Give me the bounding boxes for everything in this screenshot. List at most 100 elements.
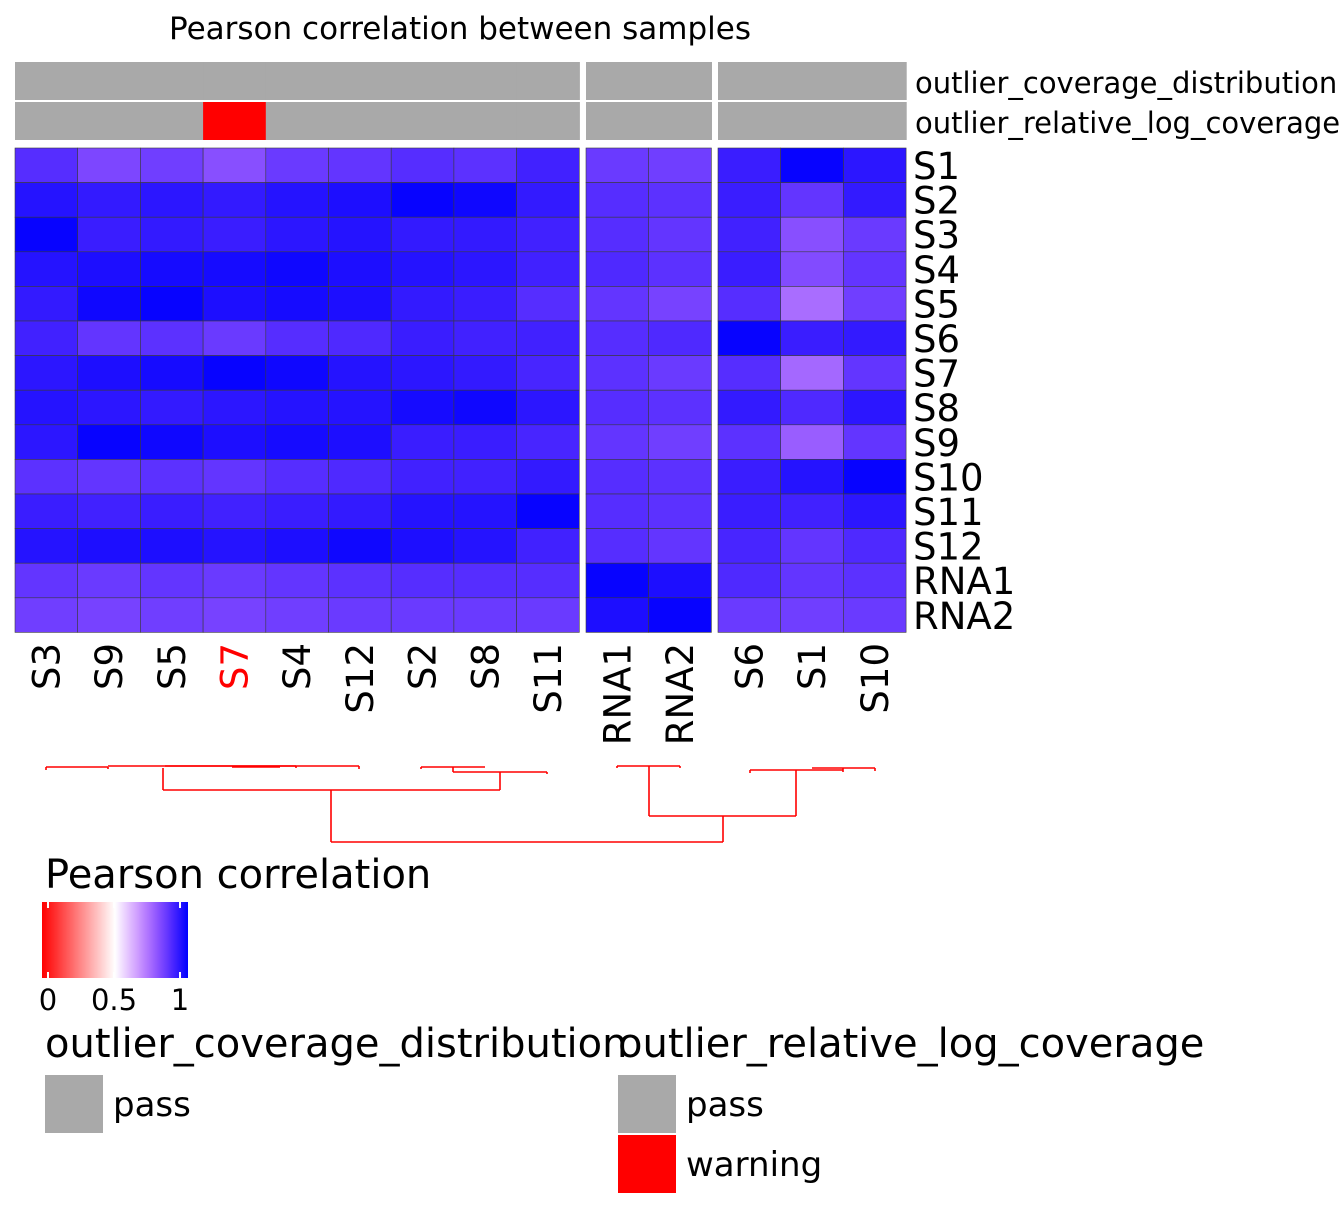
heatmap-cell-s12-s10 xyxy=(843,528,907,564)
heatmap-cell-s9-s4 xyxy=(265,424,329,460)
column-label-s10: S10 xyxy=(854,643,897,714)
heatmap-cell-s12-s4 xyxy=(265,528,329,564)
colorbar-tick-label: 1 xyxy=(171,983,189,1017)
heatmap-cell-s10-s6 xyxy=(717,459,782,495)
heatmap-cell-s11-s7 xyxy=(202,493,267,529)
annotation-cell-outlier-coverage-distribution-s11 xyxy=(516,62,580,100)
annotation-cell-outlier-coverage-distribution-s8 xyxy=(453,62,518,100)
heatmap-cell-s2-rna2 xyxy=(648,182,712,218)
annotation-labels: outlier_coverage_distribution outlier_rel… xyxy=(915,66,1340,140)
annotation-bars xyxy=(15,62,907,140)
heatmap-cell-s7-s2 xyxy=(390,355,455,391)
legend-label-warning: warning xyxy=(686,1145,822,1185)
legend-swatch-pass xyxy=(45,1075,103,1133)
heatmap-cell-s1-rna1 xyxy=(585,147,650,183)
heatmap-cell-s4-s1 xyxy=(780,251,844,287)
heatmap-cell-s8-rna1 xyxy=(585,389,650,426)
heatmap-cell-s8-s1 xyxy=(780,389,844,426)
annotation-label-outlier-coverage-distribution: outlier_coverage_distribution xyxy=(915,66,1337,100)
annotation-cell-outlier-coverage-distribution-s9 xyxy=(77,62,141,100)
heatmap-cell-s2-s7 xyxy=(202,182,267,218)
heatmap-cell-rna2-rna1 xyxy=(585,597,650,633)
colorbar-legend: Pearson correlation 0 0.5 1 xyxy=(39,852,432,1017)
annotation-cell-outlier-relative-log-coverage-s4 xyxy=(265,102,330,140)
heatmap-cell-s8-s12 xyxy=(328,389,392,426)
heatmap-cell-s6-s11 xyxy=(516,320,580,356)
heatmap-cell-s4-s7 xyxy=(202,251,267,287)
heatmap-cell-rna1-s8 xyxy=(453,562,517,599)
heatmap-cell-s3-s9 xyxy=(77,216,141,253)
annotation-cell-outlier-relative-log-coverage-s1 xyxy=(780,102,844,140)
heatmap-cell-s12-rna1 xyxy=(585,528,650,564)
column-label-s9: S9 xyxy=(88,643,131,690)
heatmap-cell-s12-s2 xyxy=(390,528,455,564)
heatmap-cell-s7-s6 xyxy=(717,355,782,391)
heatmap-cell-s8-s2 xyxy=(390,389,455,426)
heatmap-cell-s5-s9 xyxy=(77,286,141,322)
annotation-cell-outlier-coverage-distribution-s3 xyxy=(15,62,79,100)
heatmap-cell-rna2-s8 xyxy=(453,597,517,633)
annotation-cell-outlier-coverage-distribution-s1 xyxy=(780,62,844,100)
heatmap-cell-s3-s1 xyxy=(780,216,844,253)
heatmap-cell-s8-s4 xyxy=(265,389,329,426)
heatmap-cell-s2-s9 xyxy=(77,182,141,218)
heatmap-cell-s9-s11 xyxy=(516,424,580,460)
chart-title: Pearson correlation between samples xyxy=(169,11,751,47)
heatmap-cell-rna1-s10 xyxy=(843,562,907,599)
heatmap-cell-s12-s11 xyxy=(516,528,580,564)
heatmap-cell-s10-s9 xyxy=(77,459,141,495)
heatmap-cell-s11-s11 xyxy=(516,493,580,529)
heatmap-cell-s11-s4 xyxy=(265,493,329,529)
heatmap-cell-s8-s11 xyxy=(516,389,580,426)
heatmap-cell-rna2-s11 xyxy=(516,597,580,633)
heatmap-cell-s8-s7 xyxy=(202,389,267,426)
heatmap-cell-s5-s2 xyxy=(390,286,455,322)
column-label-s12: S12 xyxy=(339,643,382,714)
column-label-s8: S8 xyxy=(464,643,507,690)
column-label-rna2: RNA2 xyxy=(659,643,702,745)
heatmap-cell-s2-s4 xyxy=(265,182,329,218)
heatmap-cell-s4-s4 xyxy=(265,251,329,287)
annotation-cell-outlier-relative-log-coverage-rna2 xyxy=(648,102,712,140)
heatmap-cell-s10-s1 xyxy=(780,459,844,495)
heatmap-cell-s8-s10 xyxy=(843,389,907,426)
heatmap-cell-s9-s6 xyxy=(717,424,782,460)
heatmap-cell-s1-s9 xyxy=(77,147,141,183)
heatmap-cell-s4-s5 xyxy=(140,251,204,287)
heatmap-cell-s6-s1 xyxy=(780,320,844,356)
heatmap-cell-s11-rna1 xyxy=(585,493,650,529)
heatmap-cell-s8-s3 xyxy=(14,389,79,426)
heatmap-cell-s1-s4 xyxy=(265,147,329,183)
heatmap-cell-s7-s12 xyxy=(328,355,392,391)
heatmap-cell-s6-s6 xyxy=(717,320,782,356)
heatmap-cell-s3-s3 xyxy=(14,216,79,253)
heatmap-cell-s12-rna2 xyxy=(648,528,712,564)
annotation-label-outlier-relative-log-coverage: outlier_relative_log_coverage xyxy=(915,106,1340,140)
annotation-cell-outlier-coverage-distribution-s4 xyxy=(265,62,330,100)
heatmap-cell-s6-rna1 xyxy=(585,320,650,356)
heatmap-cell-rna2-s4 xyxy=(265,597,329,633)
heatmap-cell-s1-s11 xyxy=(516,147,580,183)
heatmap-cell-s3-s12 xyxy=(328,216,392,253)
heatmap-cell-s10-s7 xyxy=(202,459,267,495)
heatmap-cell-s5-s7 xyxy=(202,286,267,322)
heatmap-cell-s10-rna2 xyxy=(648,459,712,495)
heatmap-cell-rna1-rna2 xyxy=(648,562,712,599)
heatmap-cell-rna1-s9 xyxy=(77,562,141,599)
heatmap-cell-s3-s8 xyxy=(453,216,517,253)
heatmap-cell-s4-s9 xyxy=(77,251,141,287)
heatmap-cell-s10-s5 xyxy=(140,459,204,495)
heatmap-cell-s10-s12 xyxy=(328,459,392,495)
heatmap-cell-s3-s10 xyxy=(843,216,907,253)
heatmap-cell-s7-s9 xyxy=(77,355,141,391)
heatmap-cell-s4-s11 xyxy=(516,251,580,287)
heatmap-cell-s12-s12 xyxy=(328,528,392,564)
heatmap-cell-s5-s6 xyxy=(717,286,782,322)
annotation-cell-outlier-relative-log-coverage-s3 xyxy=(15,102,79,140)
heatmap-cell-s10-s10 xyxy=(843,459,907,495)
heatmap-cell-s6-s5 xyxy=(140,320,204,356)
annotation-cell-outlier-relative-log-coverage-rna1 xyxy=(586,102,650,140)
row-label-s10: S10 xyxy=(913,456,984,499)
legend-label-pass: pass xyxy=(113,1085,191,1125)
